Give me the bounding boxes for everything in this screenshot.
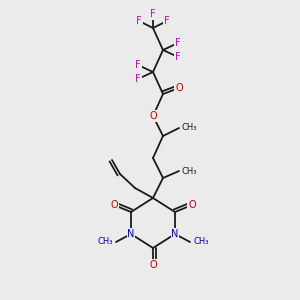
Text: CH₃: CH₃ <box>98 238 113 247</box>
Text: F: F <box>164 16 170 26</box>
Text: O: O <box>149 111 157 121</box>
Text: O: O <box>188 200 196 210</box>
Text: F: F <box>175 38 181 48</box>
Text: F: F <box>175 52 181 62</box>
Text: CH₃: CH₃ <box>182 167 197 176</box>
Text: O: O <box>149 260 157 270</box>
Text: F: F <box>136 16 142 26</box>
Text: N: N <box>171 229 179 239</box>
Text: F: F <box>150 9 156 19</box>
Text: N: N <box>127 229 135 239</box>
Text: F: F <box>135 74 141 84</box>
Text: O: O <box>110 200 118 210</box>
Text: F: F <box>135 60 141 70</box>
Text: O: O <box>175 83 183 93</box>
Text: CH₃: CH₃ <box>182 124 197 133</box>
Text: CH₃: CH₃ <box>193 238 208 247</box>
